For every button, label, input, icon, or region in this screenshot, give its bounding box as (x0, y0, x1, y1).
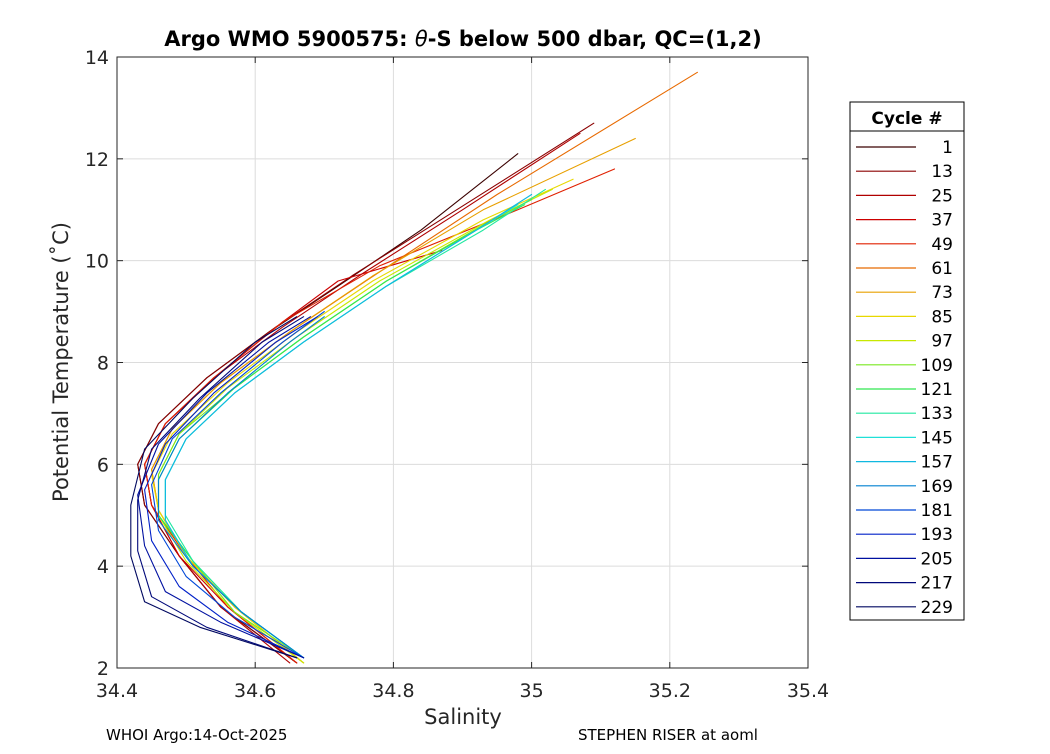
profile-line-cycle-193 (144, 316, 318, 659)
legend-entry-label: 217 (921, 574, 953, 594)
legend-title: Cycle # (871, 109, 942, 129)
legend-entry-label: 25 (931, 186, 953, 206)
y-tick-label: 4 (97, 556, 109, 578)
x-axis-label: Salinity (424, 705, 502, 729)
footer-left: WHOI Argo:14-Oct-2025 (106, 726, 288, 744)
y-tick-label: 10 (85, 251, 109, 273)
x-tick-label: 35.2 (649, 680, 691, 702)
chart-title-prefix: Argo WMO 5900575: (164, 27, 415, 51)
legend-entry-label: 169 (921, 477, 953, 497)
legend-entry-label: 1 (942, 138, 953, 158)
legend-entry-label: 109 (921, 356, 953, 376)
legend-entry-label: 145 (921, 428, 953, 448)
legend-entry-label: 85 (931, 307, 953, 327)
axis-ticks: 34.4 34.6 34.8 35 35.2 35.4 2 4 6 8 10 12 14 (85, 47, 829, 702)
y-tick-label: 14 (85, 47, 109, 69)
legend: Cycle # 1 13 25 37 49 61 73 85 97 109 121 133 145 157… (849, 101, 965, 621)
y-tick-label: 2 (97, 658, 109, 680)
x-tick-label: 34.8 (372, 680, 414, 702)
profile-line-cycle-169 (157, 316, 325, 659)
profile-line-cycle-217 (137, 316, 305, 659)
footer-right: STEPHEN RISER at aoml (578, 726, 758, 744)
y-tick-label: 6 (97, 454, 109, 476)
legend-entry-label: 205 (921, 549, 953, 569)
profile-line-cycle-229 (130, 316, 298, 659)
legend-entry-label: 193 (921, 525, 953, 545)
y-tick-label: 12 (85, 149, 109, 171)
x-tick-label: 34.4 (96, 680, 138, 702)
y-tick-label: 8 (97, 353, 109, 375)
legend-entry-label: 229 (921, 598, 953, 618)
x-tick-label: 35.4 (787, 680, 829, 702)
x-tick-label: 34.6 (234, 680, 276, 702)
legend-entry-label: 157 (921, 453, 953, 473)
legend-entry-label: 97 (931, 332, 953, 352)
chart-title-symbol: θ (415, 27, 428, 51)
profile-lines (130, 71, 698, 664)
y-axis-label: Potential Temperature (˚C) (49, 222, 73, 502)
chart-title: Argo WMO 5900575: θ-S below 500 dbar, QC… (164, 27, 761, 51)
legend-entry-label: 121 (921, 380, 953, 400)
profile-line-cycle-181 (151, 311, 325, 659)
legend-entry-label: 61 (931, 259, 953, 279)
chart-title-suffix: -S below 500 dbar, QC=(1,2) (428, 27, 762, 51)
legend-entry-label: 133 (921, 404, 953, 424)
legend-entry-label: 181 (921, 501, 953, 521)
legend-entry-label: 13 (931, 162, 953, 182)
legend-entry-label: 73 (931, 283, 953, 303)
legend-entry-label: 49 (931, 235, 953, 255)
legend-entries: 1 13 25 37 49 61 73 85 97 109 121 133 145 157 169 181 19… (856, 138, 953, 618)
x-tick-label: 35 (520, 680, 544, 702)
legend-entry-label: 37 (931, 211, 953, 231)
profile-line-cycle-205 (137, 316, 312, 659)
